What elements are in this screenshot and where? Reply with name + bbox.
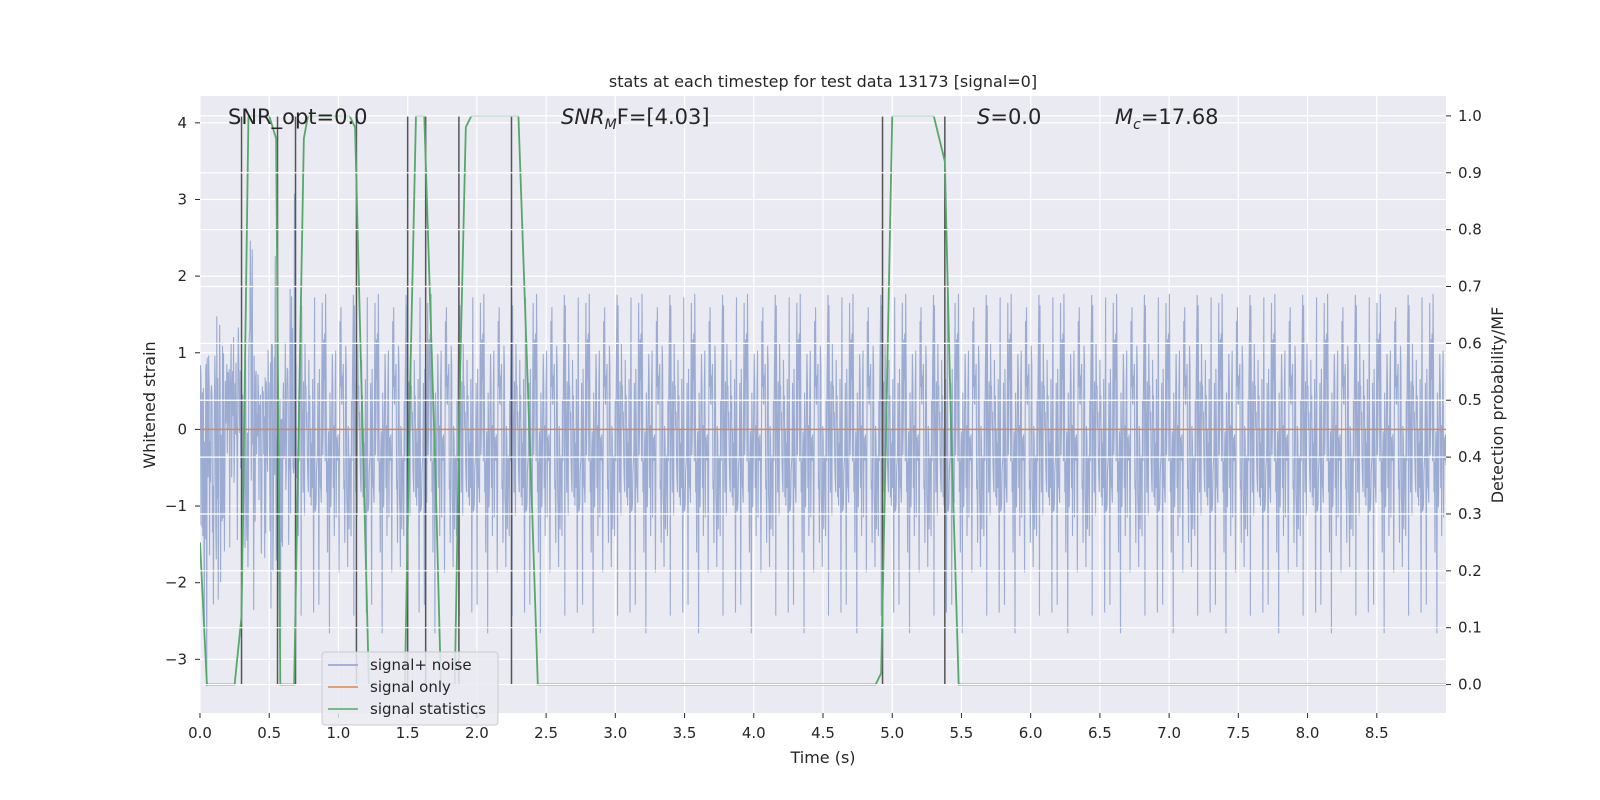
x-tick-label-11: 5.5	[950, 724, 974, 742]
x-tick-label-6: 3.0	[603, 724, 627, 742]
x-tick-label-17: 8.5	[1365, 724, 1389, 742]
yl-tick-label-0: 4	[177, 114, 187, 132]
x-tick-label-12: 6.0	[1019, 724, 1043, 742]
yr-tick-label-2: 0.8	[1458, 221, 1482, 239]
snr-mf-annotation: SNRMF=[4.03]	[561, 105, 710, 133]
x-tick-label-16: 8.0	[1296, 724, 1320, 742]
x-tick-label-7: 3.5	[673, 724, 697, 742]
yl-tick-label-4: 0	[177, 420, 187, 438]
yr-tick-label-0: 1.0	[1458, 107, 1482, 125]
x-tick-label-2: 1.0	[327, 724, 351, 742]
x-axis-label: Time (s)	[789, 748, 855, 767]
yr-tick-label-7: 0.3	[1458, 505, 1482, 523]
x-tick-label-4: 2.0	[465, 724, 489, 742]
legend-label-statistics: signal statistics	[370, 700, 486, 718]
x-tick-label-1: 0.5	[257, 724, 281, 742]
s-annotation: S=0.0	[977, 105, 1041, 129]
yl-tick-label-6: −2	[165, 574, 187, 592]
x-tick-label-8: 4.0	[742, 724, 766, 742]
x-tick-label-5: 2.5	[534, 724, 558, 742]
yr-tick-label-6: 0.4	[1458, 448, 1482, 466]
yr-tick-label-1: 0.9	[1458, 164, 1482, 182]
legend-label-signal-only: signal only	[370, 678, 451, 696]
y-right-axis-label: Detection probability/MF	[1488, 307, 1507, 504]
yr-tick-label-4: 0.6	[1458, 334, 1482, 352]
yl-tick-label-7: −3	[165, 650, 187, 668]
x-tick-label-15: 7.5	[1226, 724, 1250, 742]
mc-annotation: Mc=17.68	[1115, 105, 1219, 133]
x-tick-label-3: 1.5	[396, 724, 420, 742]
yl-tick-label-2: 2	[177, 267, 187, 285]
yr-tick-label-3: 0.7	[1458, 278, 1482, 296]
legend-box	[321, 651, 499, 726]
yr-tick-label-5: 0.5	[1458, 391, 1482, 409]
legend-label-noise: signal+ noise	[370, 656, 472, 674]
x-tick-label-14: 7.0	[1157, 724, 1181, 742]
yr-tick-label-8: 0.2	[1458, 562, 1482, 580]
x-axis-ticks: 0.0 0.5 1.0 1.5 2.0 2.5 3.0 3.5 4.0 4.5 5.0 5.5 6.0 6…	[188, 713, 1389, 742]
legend: signal+ noise signal only signal statist…	[321, 651, 499, 726]
x-tick-label-9: 4.5	[811, 724, 835, 742]
yl-tick-label-3: 1	[177, 344, 187, 362]
x-tick-label-0: 0.0	[188, 724, 212, 742]
x-tick-label-10: 5.0	[880, 724, 904, 742]
yl-tick-label-5: −1	[165, 497, 187, 515]
snr-opt-annotation: SNR_opt=0.0	[228, 105, 368, 130]
yl-tick-label-1: 3	[177, 190, 187, 208]
x-tick-label-13: 6.5	[1088, 724, 1112, 742]
y-right-axis-ticks: 1.0 0.9 0.8 0.7 0.6 0.5 0.4 0.3 0.2 0.1 0.0	[1446, 107, 1482, 694]
y-left-axis-ticks: 4 3 2 1 0 −1 −2 −3	[165, 114, 200, 668]
y-left-axis-label: Whitened strain	[140, 341, 159, 468]
yr-tick-label-9: 0.1	[1458, 619, 1482, 637]
chart-title: stats at each timestep for test data 131…	[609, 72, 1037, 91]
yr-tick-label-10: 0.0	[1458, 676, 1482, 694]
